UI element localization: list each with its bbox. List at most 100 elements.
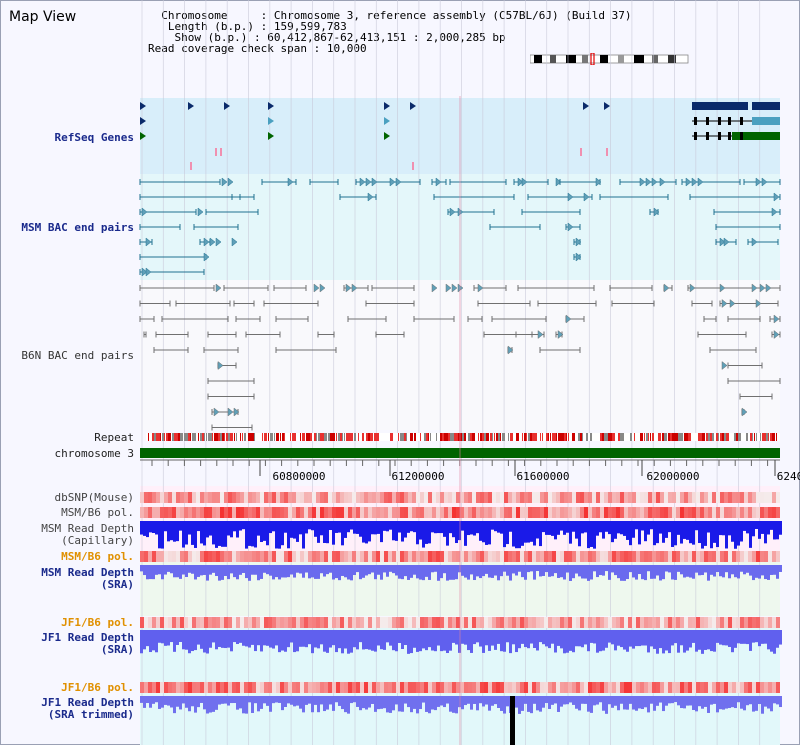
msm-bac-pair-arrow[interactable]	[567, 192, 574, 202]
msm-bac-pair-arrow[interactable]	[719, 237, 726, 247]
b6n-bac-pair-arrow[interactable]	[445, 283, 452, 293]
track-label-chromosome[interactable]: chromosome 3	[54, 447, 134, 460]
msm-bac-pair-arrow[interactable]	[145, 267, 152, 277]
b6n-bac-pair-arrow[interactable]	[729, 298, 736, 309]
exon-block[interactable]	[718, 132, 721, 140]
b6n-bac-pair-arrow[interactable]	[719, 283, 726, 293]
track-label-jf1-depth-sra-line1[interactable]: JF1 Read Depth	[41, 631, 134, 644]
b6n-bac-pair-arrow[interactable]	[765, 283, 772, 293]
b6n-bac-pair-arrow[interactable]	[233, 407, 240, 417]
msm-bac-pair-arrow[interactable]	[567, 222, 574, 232]
msm-bac-pair-arrow[interactable]	[691, 177, 698, 187]
b6n-bac-pair-arrow[interactable]	[755, 298, 762, 309]
gene-tick-mark[interactable]	[606, 148, 608, 156]
msm-bac-pair-arrow[interactable]	[595, 177, 602, 187]
exon-block[interactable]	[740, 117, 743, 125]
msm-bac-pair-arrow[interactable]	[227, 177, 234, 187]
msm-bac-pair-arrow[interactable]	[203, 252, 210, 262]
b6n-bac-pair-arrow[interactable]	[721, 360, 728, 371]
msm-bac-pair-arrow[interactable]	[395, 177, 402, 187]
gene-tick-mark[interactable]	[190, 162, 192, 170]
b6n-bac-pair-arrow[interactable]	[215, 283, 222, 293]
b6n-bac-pair-arrow[interactable]	[565, 314, 572, 324]
msm-bac-pair-arrow[interactable]	[697, 177, 704, 187]
gene-tick-mark[interactable]	[580, 148, 582, 156]
gene-tick-mark[interactable]	[412, 162, 414, 170]
b6n-bac-pair-arrow[interactable]	[345, 283, 352, 293]
gene-block[interactable]	[692, 102, 748, 110]
b6n-bac-pair-arrow[interactable]	[507, 345, 514, 355]
b6n-bac-pair-arrow[interactable]	[477, 283, 484, 293]
b6n-bac-pair-arrow[interactable]	[213, 407, 220, 417]
msm-bac-pair-arrow[interactable]	[215, 237, 222, 247]
track-label-dbsnp[interactable]: dbSNP(Mouse)	[54, 491, 134, 504]
msm-bac-pair-arrow[interactable]	[653, 207, 660, 217]
msm-bac-end-pairs-track[interactable]	[139, 177, 781, 277]
msm-bac-pair-arrow[interactable]	[773, 192, 780, 202]
exon-block[interactable]	[740, 132, 743, 140]
track-label-repeat[interactable]: Repeat	[94, 431, 134, 444]
gene-arrow-marker[interactable]	[140, 132, 146, 140]
msm-bac-pair-arrow[interactable]	[221, 177, 228, 187]
exon-block[interactable]	[694, 132, 697, 140]
b6n-bac-pair-arrow[interactable]	[217, 360, 224, 371]
msm-bac-pair-arrow[interactable]	[583, 192, 590, 202]
gene-arrow-marker[interactable]	[268, 132, 274, 140]
gene-arrow-marker[interactable]	[384, 132, 390, 140]
track-label-jf1-pol-1[interactable]: JF1/B6 pol.	[61, 616, 134, 629]
msm-bac-pair-arrow[interactable]	[359, 177, 366, 187]
track-label-msm-bac[interactable]: MSM BAC end pairs	[21, 221, 134, 234]
msm-bac-pair-arrow[interactable]	[645, 177, 652, 187]
gene-arrow-marker[interactable]	[140, 102, 146, 110]
b6n-bac-pair-arrow[interactable]	[773, 329, 780, 340]
msm-bac-pair-arrow[interactable]	[287, 177, 294, 187]
msm-bac-pair-arrow[interactable]	[197, 207, 204, 217]
msm-bac-pair-arrow[interactable]	[371, 177, 378, 187]
track-label-msm-depth-sra-line1[interactable]: MSM Read Depth	[41, 566, 134, 579]
msm-bac-pair-arrow[interactable]	[771, 207, 778, 217]
exon-block[interactable]	[718, 117, 721, 125]
b6n-bac-pair-arrow[interactable]	[721, 298, 728, 309]
msm-bac-pair-arrow[interactable]	[145, 237, 152, 247]
b6n-bac-pair-arrow[interactable]	[759, 283, 766, 293]
msm-bac-pair-arrow[interactable]	[365, 177, 372, 187]
track-label-jf1-depth-trim-line1[interactable]: JF1 Read Depth	[41, 696, 134, 709]
msm-bac-pair-arrow[interactable]	[723, 237, 730, 247]
gene-arrow-marker[interactable]	[384, 117, 390, 125]
gene-arrow-marker[interactable]	[268, 102, 274, 110]
msm-bac-pair-arrow[interactable]	[575, 252, 582, 262]
msm-bac-pair-arrow[interactable]	[639, 177, 646, 187]
exon-block[interactable]	[728, 117, 731, 125]
msm-bac-pair-arrow[interactable]	[141, 207, 148, 217]
b6n-bac-pair-arrow[interactable]	[313, 283, 320, 293]
b6n-bac-pair-arrow[interactable]	[227, 407, 234, 417]
gene-arrow-marker[interactable]	[410, 102, 416, 110]
gene-arrow-marker[interactable]	[140, 117, 146, 125]
b6n-bac-pair-arrow[interactable]	[319, 283, 326, 293]
msm-bac-pair-arrow[interactable]	[755, 177, 762, 187]
gene-arrow-marker[interactable]	[384, 102, 390, 110]
msm-bac-pair-arrow[interactable]	[435, 177, 442, 187]
gene-arrow-marker[interactable]	[224, 102, 230, 110]
track-label-refseq[interactable]: RefSeq Genes	[54, 131, 134, 144]
b6n-bac-pair-arrow[interactable]	[689, 283, 696, 293]
msm-bac-pair-arrow[interactable]	[203, 237, 210, 247]
msm-bac-pair-arrow[interactable]	[761, 177, 768, 187]
msm-bac-pair-arrow[interactable]	[659, 177, 666, 187]
exon-block[interactable]	[694, 117, 697, 125]
b6n-bac-pair-arrow[interactable]	[751, 283, 758, 293]
gene-tick-mark[interactable]	[215, 148, 217, 156]
msm-bac-pair-arrow[interactable]	[555, 177, 562, 187]
track-label-msm-depth-cap-line1[interactable]: MSM Read Depth	[41, 522, 134, 535]
track-label-msm-pol-1[interactable]: MSM/B6 pol.	[61, 506, 134, 519]
b6n-bac-pair-arrow[interactable]	[557, 329, 564, 340]
gene-arrow-marker[interactable]	[188, 102, 194, 110]
chromosome-ideogram[interactable]	[530, 53, 690, 65]
track-label-jf1-pol-2[interactable]: JF1/B6 pol.	[61, 681, 134, 694]
b6n-bac-pair-arrow[interactable]	[773, 314, 780, 324]
gene-arrow-marker[interactable]	[268, 117, 274, 125]
msm-bac-pair-arrow[interactable]	[521, 177, 528, 187]
msm-bac-pair-arrow[interactable]	[449, 207, 456, 217]
exon-block[interactable]	[706, 132, 709, 140]
